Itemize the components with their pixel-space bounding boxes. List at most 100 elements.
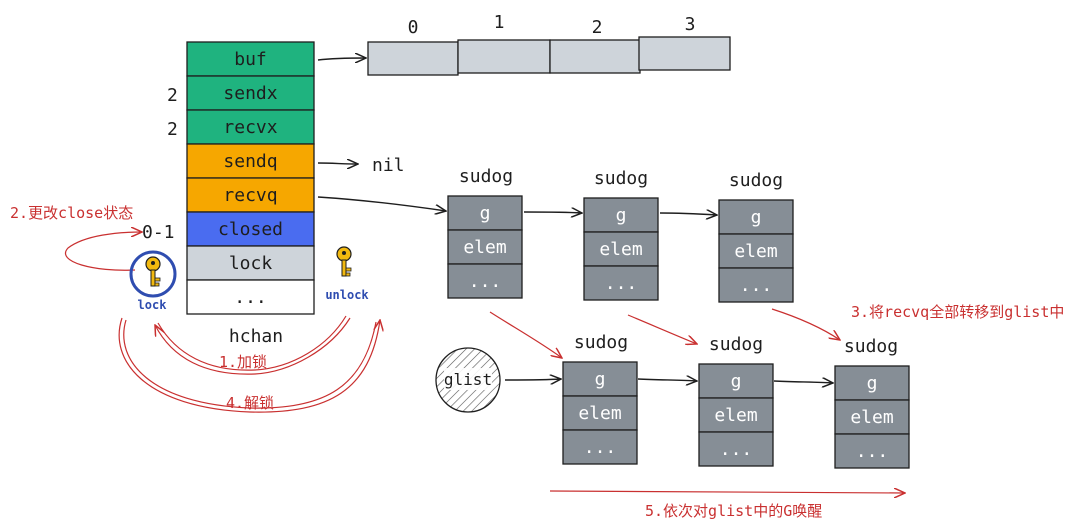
sudog-node: sudog g elem... — [834, 336, 910, 469]
sudog-node: sudog g elem... — [718, 170, 794, 303]
sudog-field-box — [698, 431, 774, 467]
sudog-field-box — [834, 399, 910, 435]
sudog-node: sudog g elem... — [698, 334, 774, 467]
sudog-field-g: g — [616, 205, 627, 226]
sudog-title: sudog — [574, 332, 628, 353]
sudog-link-2 — [659, 213, 717, 215]
glist-node: glist — [435, 347, 501, 413]
recvx-value: 2 — [167, 119, 178, 140]
sudog-field-more: ... — [584, 437, 617, 458]
hchan-field-label: recvq — [223, 185, 277, 206]
hchan-field-sendx — [186, 75, 315, 111]
sudog-field-box — [562, 429, 638, 465]
sendx-value: 2 — [167, 85, 178, 106]
sudog-queues: sudoggelem...sudoggelem...sudoggelem...s… — [447, 166, 910, 469]
sudog-title: sudog — [729, 170, 783, 191]
step1-arrow — [155, 317, 351, 375]
sudog-field-elem: elem — [463, 237, 506, 258]
sudog-field-elem: elem — [599, 239, 642, 260]
sudog-field-box — [562, 361, 638, 397]
hchan-field-sendq — [186, 143, 315, 179]
sudog-field-g: g — [480, 203, 491, 224]
sudog-field-more: ... — [720, 439, 753, 460]
sudog-field-box — [698, 363, 774, 399]
sudog-node: sudog g elem... — [562, 332, 638, 465]
step2-note: 2.更改close状态 — [10, 204, 133, 222]
pointer-arrows — [317, 58, 833, 383]
transfer-arrows — [489, 308, 905, 493]
hchan-field-label: recvx — [223, 117, 277, 138]
buffer-index-1: 1 — [494, 12, 505, 33]
hchan-field-buf — [186, 41, 315, 77]
sudog-node: sudog g elem... — [583, 168, 659, 301]
sudog-link-1 — [523, 212, 582, 213]
sudog-field-box — [447, 229, 523, 265]
sudog-title: sudog — [844, 336, 898, 357]
glist-link-1 — [637, 379, 697, 381]
sudog-field-box — [718, 233, 794, 269]
sudog-field-box — [583, 265, 659, 301]
hchan-struct: buf sendx recvx sendq recvq closed lock... 2 2… — [142, 41, 315, 347]
sendq-arrow — [317, 163, 358, 164]
buffer-index-0: 0 — [408, 17, 419, 38]
sudog-title: sudog — [709, 334, 763, 355]
sudog-field-elem: elem — [714, 405, 757, 426]
buf-arrow — [317, 58, 366, 60]
sudog-field-box — [718, 199, 794, 235]
sudog-field-elem: elem — [578, 403, 621, 424]
step3-note: 3.将recvq全部转移到glist中 — [851, 303, 1064, 321]
sudog-field-g: g — [731, 371, 742, 392]
lock-flow-arrows — [65, 232, 380, 413]
glist-label: glist — [444, 370, 492, 389]
step2-loop — [65, 232, 142, 271]
lock-icon-label: lock — [138, 298, 168, 312]
sudog-field-box — [718, 267, 794, 303]
step5-note: 5.依次对glist中的G唤醒 — [645, 502, 822, 520]
sudog-field-box — [834, 433, 910, 469]
sudog-field-more: ... — [605, 273, 638, 294]
hchan-field-label: sendx — [223, 83, 277, 104]
lock-key-icon: lock — [129, 250, 177, 312]
sendq-nil: nil — [372, 155, 405, 176]
sudog-field-box — [447, 263, 523, 299]
unlock-key-icon: unlock — [325, 246, 369, 302]
hchan-field-label: ... — [234, 287, 267, 308]
sudog-title: sudog — [459, 166, 513, 187]
sudog-node: sudog g elem... — [447, 166, 523, 299]
step4-note: 4.解锁 — [226, 394, 274, 412]
step4-arrow — [118, 317, 380, 413]
buffer-index-3: 3 — [685, 14, 696, 35]
hchan-field-label: sendq — [223, 151, 277, 172]
sudog-field-g: g — [595, 369, 606, 390]
hchan-field-closed — [186, 211, 315, 247]
buffer-slot-0 — [367, 41, 459, 76]
sudog-field-elem: elem — [850, 407, 893, 428]
sudog-title: sudog — [594, 168, 648, 189]
hchan-field-label: buf — [234, 49, 267, 70]
closed-value: 0-1 — [142, 222, 175, 243]
hchan-field-label: closed — [218, 219, 283, 240]
unlock-icon-label: unlock — [325, 288, 369, 302]
hchan-field-label: lock — [229, 253, 273, 274]
buffer-slot-2 — [549, 39, 641, 74]
buffer-index-2: 2 — [592, 17, 603, 38]
buffer-slot-3 — [638, 36, 731, 71]
sudog-field-box — [562, 395, 638, 431]
hchan-field-more — [186, 279, 315, 315]
glist-link-2 — [773, 381, 833, 383]
recvq-arrow — [317, 196, 446, 211]
lock-highlight-circle — [129, 250, 177, 298]
buffer-array: 0 1 2 3 — [367, 12, 731, 76]
hchan-caption: hchan — [229, 326, 283, 347]
glist-arrow — [504, 379, 561, 380]
sudog-field-more: ... — [856, 441, 889, 462]
wakeup-arrow — [549, 491, 905, 493]
sudog-field-g: g — [867, 373, 878, 394]
sudog-field-elem: elem — [734, 241, 777, 262]
sudog-field-more: ... — [469, 271, 502, 292]
sudog-field-more: ... — [740, 275, 773, 296]
step1-note: 1.加锁 — [219, 353, 267, 371]
sudog-field-g: g — [751, 207, 762, 228]
buffer-slot-1 — [457, 39, 551, 74]
